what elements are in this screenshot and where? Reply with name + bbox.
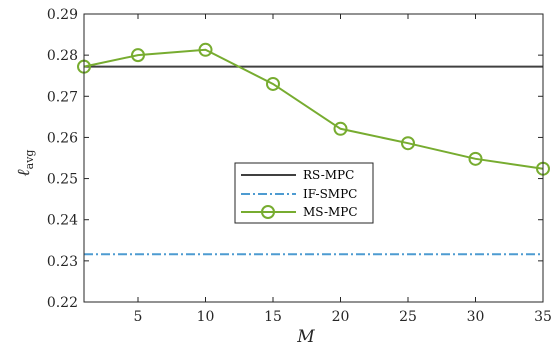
y-axis-label-main: ℓ xyxy=(14,169,34,176)
data-point-ms-mpc xyxy=(333,121,348,136)
data-point-ms-mpc xyxy=(401,136,415,151)
axes-box xyxy=(83,13,544,303)
y-axis-label-subscript: avg xyxy=(23,150,36,170)
y-tick-label: 0.25 xyxy=(47,172,78,188)
x-tick-label: 20 xyxy=(332,309,350,325)
svg-text:ℓavg: ℓavg xyxy=(14,150,36,177)
x-tick-label: 25 xyxy=(399,309,417,325)
data-point-ms-mpc xyxy=(198,42,213,57)
legend-label-ms-mpc: MS-MPC xyxy=(303,205,358,219)
axes-layer xyxy=(83,13,544,303)
x-tick-label: 35 xyxy=(534,309,552,325)
y-axis-label: ℓavg xyxy=(14,150,36,177)
y-tick-label: 0.24 xyxy=(47,213,78,229)
series-layer xyxy=(77,42,550,256)
y-tick-label: 0.27 xyxy=(47,89,78,105)
data-point-ms-mpc xyxy=(468,151,483,166)
y-tick-label: 0.29 xyxy=(47,7,78,23)
legend: RS-MPC IF-SMPC MS-MPC xyxy=(234,162,374,224)
x-tick-label: 30 xyxy=(467,309,485,325)
data-point-ms-mpc xyxy=(266,76,280,91)
legend-marker-ms-mpc xyxy=(261,205,275,219)
y-tick-label: 0.28 xyxy=(47,48,78,64)
legend-label-rs-mpc: RS-MPC xyxy=(303,168,354,182)
ticks-layer: 5 10 15 20 25 30 35 0.22 0.23 0.24 0.25 0.26 0.27 0.2… xyxy=(47,7,552,325)
x-axis-label: M xyxy=(296,327,315,347)
data-point-ms-mpc xyxy=(131,48,145,63)
y-tick-label: 0.23 xyxy=(47,254,78,270)
series-line-ms-mpc xyxy=(83,48,544,170)
x-tick-label: 15 xyxy=(264,309,282,325)
y-tick-label: 0.26 xyxy=(47,130,78,146)
x-tick-label: 5 xyxy=(134,309,143,325)
y-tick-label: 0.22 xyxy=(47,295,78,311)
legend-label-if-smpc: IF-SMPC xyxy=(303,187,357,201)
x-tick-label: 10 xyxy=(197,309,215,325)
